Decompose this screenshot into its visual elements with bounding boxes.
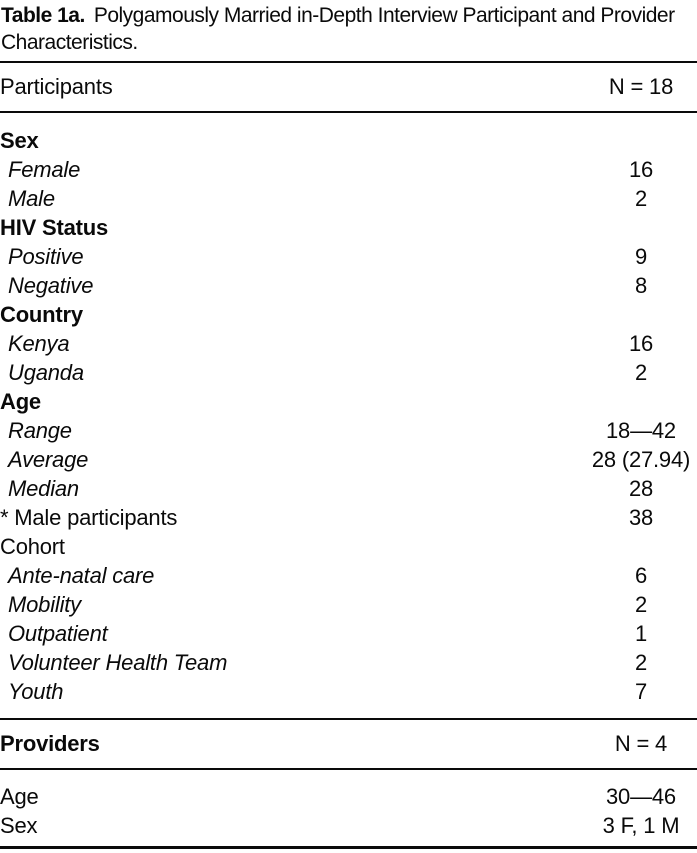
- participants-body: Sex Female 16 Male 2 HIV Status Positive…: [0, 113, 697, 718]
- row-value: 28 (27.94): [591, 447, 691, 472]
- row-value: 28: [628, 476, 654, 501]
- table-row: Mobility 2: [0, 590, 697, 619]
- row-label: Female: [8, 157, 81, 182]
- table-caption-number: Table 1a.: [1, 4, 85, 27]
- row-value: 6: [634, 563, 648, 588]
- rule-above-providers: [0, 718, 697, 720]
- row-label: Positive: [8, 244, 84, 269]
- table-row: Average 28 (27.94): [0, 445, 697, 474]
- table-row: Uganda 2: [0, 358, 697, 387]
- row-value: 8: [634, 273, 648, 298]
- row-value: 18—42: [606, 418, 676, 443]
- table-row: Sex: [0, 126, 697, 155]
- row-label: Youth: [8, 679, 64, 704]
- table-row: Cohort: [0, 532, 697, 561]
- table-row: Range 18—42: [0, 416, 697, 445]
- row-label: Cohort: [0, 534, 65, 559]
- row-label: Sex: [0, 128, 39, 153]
- providers-n-value: N = 4: [614, 731, 668, 756]
- table-caption: Table 1a. Polygamously Married in-Depth I…: [1, 2, 697, 56]
- row-label: Male: [8, 186, 55, 211]
- table-row: Age: [0, 387, 697, 416]
- table-row: Volunteer Health Team 2: [0, 648, 697, 677]
- table-row: Age 30—46: [0, 782, 697, 811]
- providers-body: Age 30—46 Sex 3 F, 1 M: [0, 770, 697, 842]
- table-row: Median 28: [0, 474, 697, 503]
- table-row: Youth 7: [0, 677, 697, 706]
- row-label: Kenya: [8, 331, 70, 356]
- table-row: Country: [0, 300, 697, 329]
- row-label: Outpatient: [8, 621, 108, 646]
- row-label: Range: [8, 418, 72, 443]
- table-caption-text: Polygamously Married in-Depth Interview …: [1, 4, 675, 54]
- participants-n-value: N = 18: [608, 74, 674, 99]
- rule-below-providers-header: [0, 768, 697, 770]
- row-label: Age: [0, 784, 39, 809]
- participants-header-row: Participants N = 18: [0, 63, 697, 111]
- table-row: Positive 9: [0, 242, 697, 271]
- table-row: HIV Status: [0, 213, 697, 242]
- row-label: * Male participants: [0, 505, 178, 530]
- row-value: 38: [628, 505, 654, 530]
- table-row: Outpatient 1: [0, 619, 697, 648]
- providers-header-label: Providers: [0, 731, 100, 756]
- rule-top: [0, 61, 697, 63]
- row-label: Median: [8, 476, 79, 501]
- row-value: 16: [628, 331, 654, 356]
- row-value: 16: [628, 157, 654, 182]
- row-label: Volunteer Health Team: [8, 650, 228, 675]
- row-label: Ante-natal care: [8, 563, 155, 588]
- row-value: 2: [634, 592, 648, 617]
- row-value: 2: [634, 186, 648, 211]
- row-label: Country: [0, 302, 83, 327]
- rule-below-participants-header: [0, 111, 697, 113]
- table-row: Kenya 16: [0, 329, 697, 358]
- row-value: 7: [634, 679, 648, 704]
- table-row: * Male participants 38: [0, 503, 697, 532]
- table-row: Ante-natal care 6: [0, 561, 697, 590]
- table-row: Female 16: [0, 155, 697, 184]
- row-value: 2: [634, 650, 648, 675]
- row-label: Sex: [0, 813, 38, 838]
- table-row: Sex 3 F, 1 M: [0, 811, 697, 840]
- row-label: Uganda: [8, 360, 84, 385]
- row-label: Mobility: [8, 592, 81, 617]
- table-row: Negative 8: [0, 271, 697, 300]
- providers-header-row: Providers N = 4: [0, 720, 697, 768]
- row-value: 3 F, 1 M: [602, 813, 680, 838]
- row-value: 2: [634, 360, 648, 385]
- row-value: 30—46: [606, 784, 676, 809]
- row-value: 1: [634, 621, 648, 646]
- row-label: Average: [8, 447, 89, 472]
- row-value: 9: [634, 244, 648, 269]
- participants-header-label: Participants: [0, 74, 113, 99]
- row-label: HIV Status: [0, 215, 109, 240]
- rule-bottom: [0, 846, 697, 849]
- row-label: Age: [0, 389, 41, 414]
- row-label: Negative: [8, 273, 94, 298]
- table-row: Male 2: [0, 184, 697, 213]
